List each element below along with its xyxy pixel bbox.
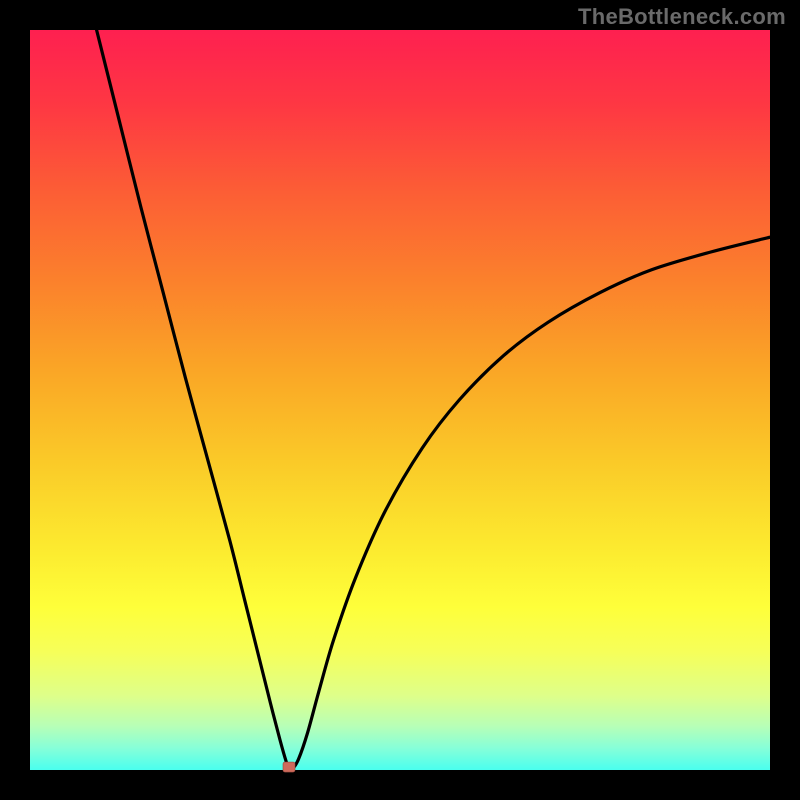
plot-background-gradient: [30, 30, 770, 770]
watermark-text: TheBottleneck.com: [578, 4, 786, 30]
bottleneck-chart: [0, 0, 800, 800]
optimum-marker: [283, 762, 295, 772]
